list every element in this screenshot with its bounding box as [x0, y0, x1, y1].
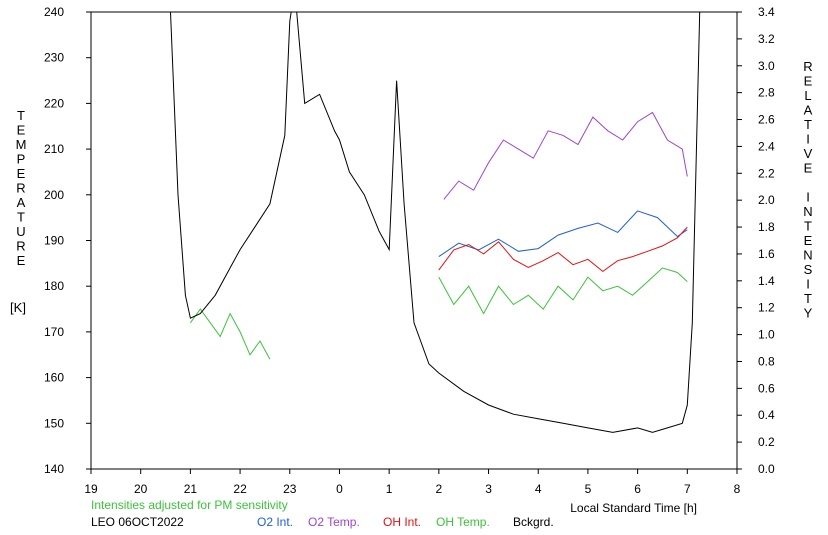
left-tick-label: 170	[44, 325, 64, 339]
right-tick-label: 3.0	[758, 59, 775, 73]
x-tick-label: 5	[585, 482, 592, 496]
series-line-o2-temp	[443, 111, 688, 200]
left-axis-letter: M	[16, 137, 27, 152]
series-line-oh-int	[438, 226, 688, 273]
left-tick-label: 230	[44, 51, 64, 65]
left-tick-label: 190	[44, 234, 64, 248]
x-tick-label: 23	[283, 482, 297, 496]
legend-entry-bckgrd: Bckgrd.	[513, 515, 554, 529]
right-axis-letter: L	[804, 88, 811, 103]
series-line-oh-temp	[438, 267, 688, 315]
left-tick-label: 160	[44, 371, 64, 385]
legend-entry-o2-temp: O2 Temp.	[308, 515, 360, 529]
right-tick-label: 2.0	[758, 193, 775, 207]
left-tick-label: 220	[44, 96, 64, 110]
left-axis-letter: T	[17, 210, 25, 225]
left-axis-letter: E	[17, 123, 26, 138]
right-axis-letter: N	[803, 204, 812, 219]
right-tick-label: 2.2	[758, 166, 775, 180]
x-tick-label: 22	[233, 482, 247, 496]
x-tick-label: 8	[734, 482, 741, 496]
legend-entry-oh-temp: OH Temp.	[436, 515, 490, 529]
right-tick-label: 2.8	[758, 86, 775, 100]
right-tick-label: 0.4	[758, 408, 775, 422]
x-tick-label: 7	[684, 482, 691, 496]
left-axis-letter: R	[16, 181, 25, 196]
x-tick-label: 1	[386, 482, 393, 496]
left-axis-letter: E	[17, 253, 26, 268]
series-line-bckgrd	[170, 12, 701, 433]
left-axis-letter: U	[16, 224, 25, 239]
x-tick-label: 4	[535, 482, 542, 496]
right-axis-letter: I	[806, 190, 810, 205]
x-tick-label: 0	[336, 482, 343, 496]
right-axis-letter: A	[804, 103, 813, 118]
chart-note: Intensities adjusted for PM sensitivity	[91, 498, 288, 512]
left-tick-label: 180	[44, 279, 64, 293]
left-axis-letter: T	[17, 108, 25, 123]
right-tick-label: 1.0	[758, 328, 775, 342]
left-tick-label: 150	[44, 416, 64, 430]
right-tick-label: 1.4	[758, 274, 775, 288]
chart-axes	[90, 11, 738, 470]
x-tick-label: 20	[134, 482, 148, 496]
x-axis-label: Local Standard Time [h]	[570, 501, 697, 515]
series-line-oh-temp	[189, 308, 271, 360]
x-tick-label: 3	[485, 482, 492, 496]
right-axis-letter: T	[804, 291, 812, 306]
right-axis-letter: E	[804, 74, 813, 89]
right-axis-letter: T	[804, 117, 812, 132]
right-axis-letter: I	[806, 277, 810, 292]
x-tick-label: 6	[634, 482, 641, 496]
left-axis-letter: A	[17, 195, 26, 210]
legend-entry-oh-int: OH Int.	[383, 515, 422, 529]
right-tick-label: 0.2	[758, 435, 775, 449]
x-tick-label: 21	[184, 482, 198, 496]
right-axis-letter: V	[804, 146, 813, 161]
x-axis-ticks: 19 20 21 22 23 0 1 2 3 4 5 6 7 8	[84, 469, 741, 496]
right-tick-label: 3.2	[758, 32, 775, 46]
chart-series	[170, 12, 701, 433]
right-tick-label: 1.8	[758, 220, 775, 234]
right-axis-letter: I	[806, 132, 810, 147]
left-axis-letter: P	[17, 152, 26, 167]
right-axis-ticks: 3.4 3.2 3.0 2.8 2.6 2.4 2.2 2.0 1.8 1.6 1.4 1.2 1.0 0…	[737, 5, 775, 476]
right-tick-label: 2.4	[758, 139, 775, 153]
right-axis-letter: N	[803, 248, 812, 263]
x-tick-label: 19	[84, 482, 98, 496]
left-axis-unit: [K]	[10, 300, 26, 315]
right-axis-letter: S	[804, 262, 813, 277]
series-line-o2-int	[438, 210, 688, 258]
right-axis-letter: Y	[804, 306, 813, 321]
right-axis-letter: E	[804, 233, 813, 248]
right-tick-label: 3.4	[758, 5, 775, 19]
station-label: LEO 06OCT2022	[91, 515, 184, 529]
left-tick-label: 200	[44, 188, 64, 202]
right-tick-label: 2.6	[758, 113, 775, 127]
left-axis-letter: E	[17, 166, 26, 181]
x-tick-label: 2	[436, 482, 443, 496]
left-tick-label: 140	[44, 462, 64, 476]
left-tick-label: 240	[44, 5, 64, 19]
right-tick-label: 1.2	[758, 301, 775, 315]
right-axis-letter: T	[804, 219, 812, 234]
left-tick-label: 210	[44, 142, 64, 156]
legend-entry-o2-int: O2 Int.	[257, 515, 294, 529]
right-axis-letter: R	[803, 59, 812, 74]
right-tick-label: 1.6	[758, 247, 775, 261]
right-tick-label: 0.6	[758, 381, 775, 395]
right-tick-label: 0.8	[758, 354, 775, 368]
left-axis-ticks: 240 230 220 210 200 190 180 170 160 150 140	[44, 5, 91, 476]
right-axis-letter: E	[804, 161, 813, 176]
left-axis-letter: R	[16, 239, 25, 254]
right-tick-label: 0.0	[758, 462, 775, 476]
